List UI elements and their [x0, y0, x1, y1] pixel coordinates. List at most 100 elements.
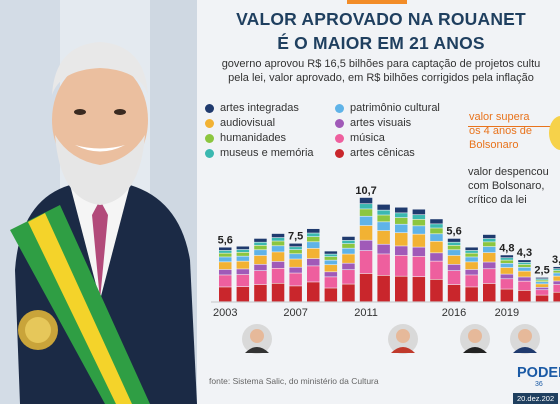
legend-item-audiovisual: audiovisual — [205, 117, 275, 129]
annotation-line: valor supera — [469, 111, 530, 123]
bar-segment-2015-5 — [430, 228, 443, 234]
bar-segment-2017-7 — [465, 247, 478, 251]
bar-segment-2014-7 — [412, 209, 426, 215]
bar-segment-2017-1 — [465, 275, 478, 287]
x-tick-label-2007: 2007 — [283, 307, 307, 319]
bar-segment-2018-4 — [483, 246, 496, 253]
bar-segment-2012-2 — [377, 244, 390, 254]
bar-segment-2018-0 — [483, 283, 496, 302]
bar-segment-2014-4 — [412, 226, 426, 234]
bar-segment-2021-1 — [535, 290, 549, 295]
president-photo — [0, 0, 197, 404]
bar-segment-2005-0 — [254, 284, 267, 302]
x-tick-label-2003: 2003 — [213, 307, 237, 319]
bar-segment-2009-6 — [324, 254, 338, 257]
bar-segment-2010-7 — [342, 236, 355, 241]
legend-swatch — [335, 133, 344, 143]
bar-segment-2013-1 — [395, 255, 408, 276]
annotation-line: crítico da lei — [468, 194, 527, 206]
subtitle-line-1: governo aprovou R$ 16,5 bilhões para cap… — [221, 58, 541, 70]
bar-segment-2017-0 — [465, 287, 478, 302]
portrait-illustration — [0, 0, 197, 404]
legend-swatch — [205, 118, 214, 128]
bar-segment-2022-5 — [553, 270, 560, 273]
bar-segment-2016-5 — [447, 245, 461, 250]
bar-segment-2009-0 — [324, 288, 338, 302]
bar-segment-2006-0 — [271, 283, 285, 302]
bar-segment-2011-7 — [359, 197, 373, 204]
bar-segment-2022-3 — [553, 276, 560, 281]
bar-segment-2003-3 — [219, 262, 232, 270]
date-badge: 20.dez.202 — [513, 393, 559, 404]
bar-segment-2006-2 — [271, 261, 285, 268]
bar-segment-2007-4 — [289, 254, 302, 259]
value-label-2016: 5,6 — [446, 226, 461, 238]
bar-segment-2012-0 — [377, 275, 390, 302]
bar-segment-2014-0 — [412, 277, 426, 302]
bar-segment-2020-5 — [518, 264, 531, 268]
bar-segment-2004-1 — [236, 274, 250, 287]
bar-segment-2004-5 — [236, 252, 250, 256]
bar-segment-2016-7 — [447, 238, 461, 242]
bar-segment-2004-2 — [236, 269, 250, 275]
bar-segment-2004-0 — [236, 287, 250, 302]
bar-segment-2022-2 — [553, 281, 560, 285]
x-tick-label-2016: 2016 — [442, 307, 466, 319]
bar-segment-2008-5 — [307, 236, 320, 242]
bar-segment-2020-4 — [518, 267, 531, 271]
bar-segment-2007-0 — [289, 286, 302, 302]
legend-label: audiovisual — [220, 117, 276, 129]
legend-item-artes-cenicas: artes cênicas — [335, 147, 415, 159]
bar-segment-2013-3 — [395, 233, 408, 246]
bar-segment-2016-2 — [447, 264, 461, 271]
bar-segment-2008-2 — [307, 258, 320, 266]
legend-swatch — [335, 118, 344, 128]
bar-segment-2007-5 — [289, 249, 302, 254]
bar-segment-2018-5 — [483, 242, 496, 247]
bar-segment-2010-6 — [342, 240, 355, 244]
legend-swatch — [335, 103, 344, 113]
bar-segment-2017-6 — [465, 250, 478, 253]
bar-segment-2008-6 — [307, 233, 320, 237]
bar-segment-2010-1 — [342, 270, 355, 284]
bar-segment-2003-6 — [219, 250, 232, 253]
dilma-avatar — [388, 324, 418, 354]
bar-segment-2005-4 — [254, 250, 267, 256]
legend-label: museus e memória — [220, 147, 314, 159]
bar-segment-2003-2 — [219, 269, 232, 275]
bar-segment-2017-5 — [465, 253, 478, 257]
bar-segment-2019-7 — [500, 255, 514, 258]
bar-segment-2021-5 — [535, 280, 549, 282]
value-label-2019: 4,8 — [499, 242, 514, 254]
bar-segment-2021-7 — [535, 277, 549, 279]
bar-segment-2004-4 — [236, 256, 250, 261]
bar-segment-2019-4 — [500, 263, 514, 268]
bar-segment-2021-4 — [535, 282, 549, 284]
bar-segment-2014-2 — [412, 247, 426, 257]
legend-label: música — [350, 132, 385, 144]
bar-segment-2009-1 — [324, 277, 338, 288]
bar-segment-2020-0 — [518, 290, 531, 302]
bar-segment-2005-7 — [254, 238, 267, 242]
bar-segment-2006-4 — [271, 246, 285, 252]
legend-label: artes visuais — [350, 117, 412, 129]
bar-segment-2018-1 — [483, 269, 496, 284]
accent-strip — [347, 0, 407, 4]
bar-segment-2004-7 — [236, 246, 250, 250]
bar-segment-2008-1 — [307, 266, 320, 282]
bar-segment-2012-4 — [377, 222, 390, 231]
bar-segment-2015-4 — [430, 234, 443, 241]
bar-segment-2009-5 — [324, 256, 338, 260]
bar-segment-2013-2 — [395, 246, 408, 256]
bar-segment-2004-3 — [236, 261, 250, 269]
value-label-2007: 7,5 — [288, 231, 303, 243]
bar-segment-2014-1 — [412, 256, 426, 277]
bar-segment-2007-1 — [289, 273, 302, 286]
bar-segment-2018-2 — [483, 262, 496, 269]
bar-segment-2009-7 — [324, 251, 338, 254]
bar-segment-2018-3 — [483, 252, 496, 262]
bar-segment-2022-1 — [553, 284, 560, 292]
legend-item-artes-visuais: artes visuais — [335, 117, 411, 129]
bar-segment-2015-6 — [430, 224, 443, 228]
legend-item-humanidades: humanidades — [205, 132, 286, 144]
